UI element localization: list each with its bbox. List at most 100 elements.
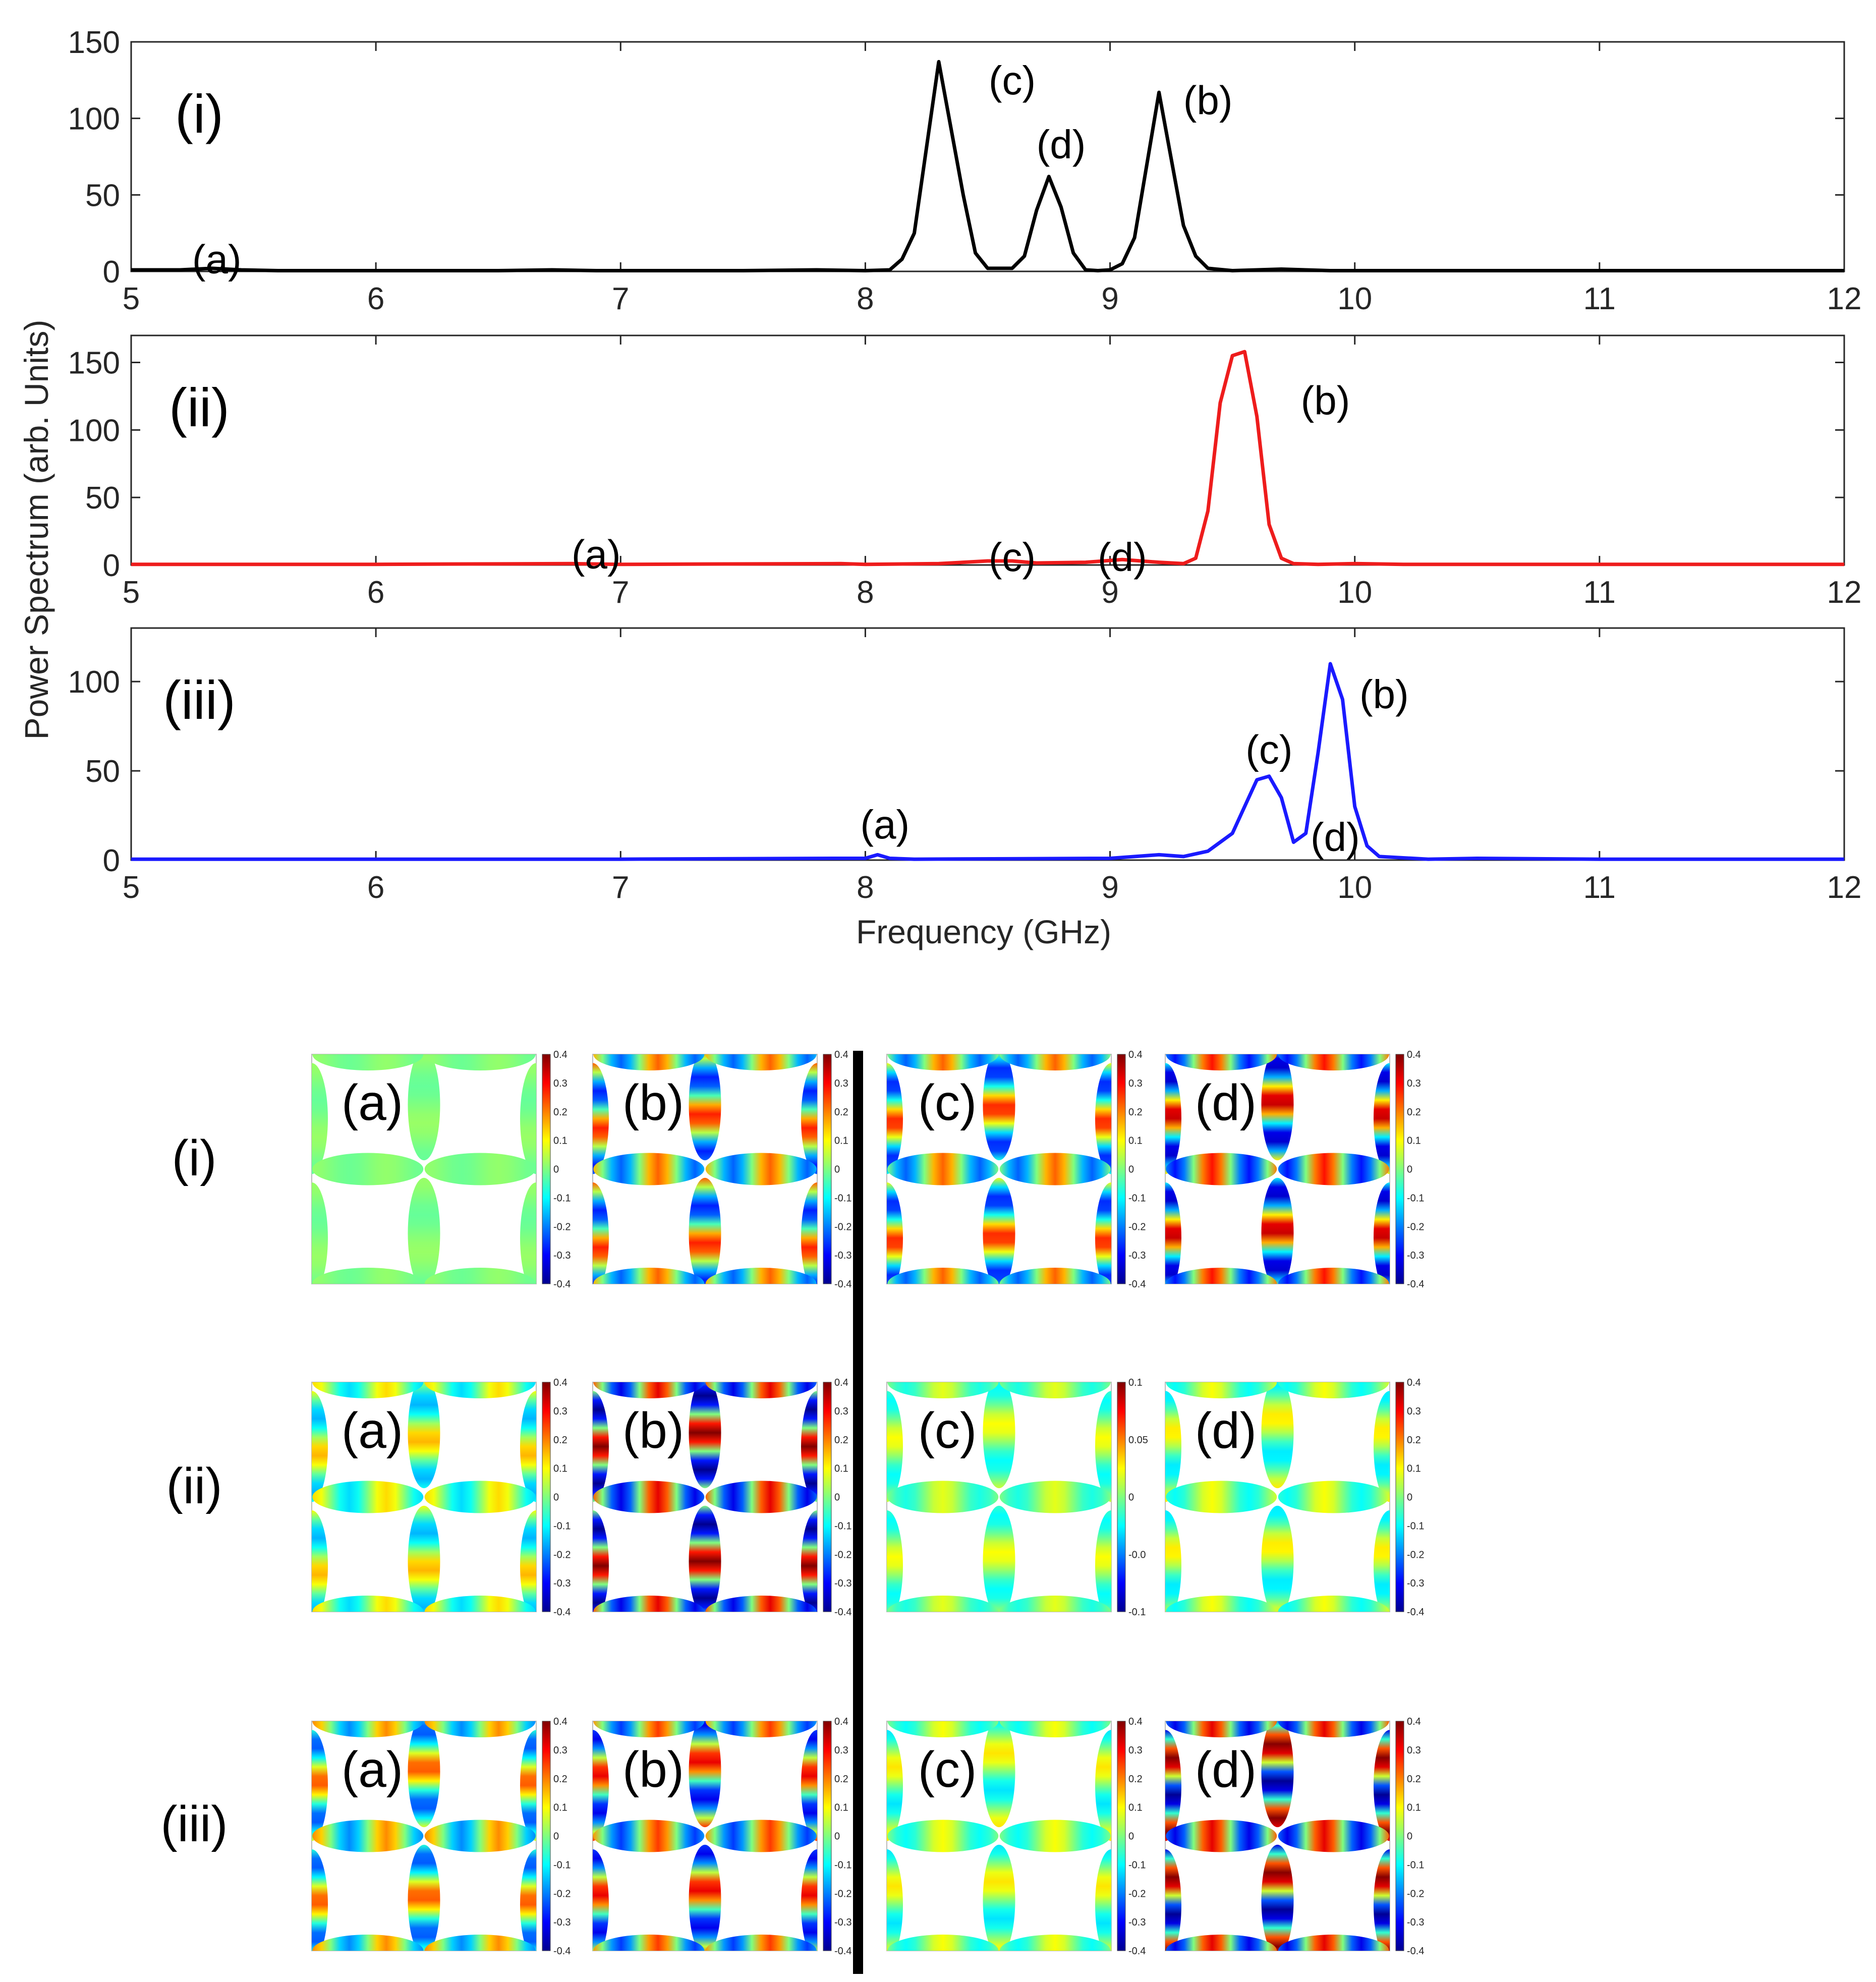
magnet-element (593, 1510, 609, 1612)
colorbar-tick-label: -0.4 (1128, 1279, 1146, 1290)
colorbar-tick-label: -0.4 (553, 1607, 571, 1618)
magnet-element (689, 1382, 721, 1489)
magnet-element (312, 1510, 328, 1612)
magnet-element (1095, 1391, 1111, 1502)
y-tick-label: 0 (103, 255, 120, 290)
colorbar-tick-label: -0.2 (1407, 1221, 1424, 1232)
magnet-element (593, 1721, 705, 1737)
plot-frame (130, 334, 1845, 566)
magnet-element (983, 1505, 1015, 1612)
magnet-element (999, 1481, 1111, 1513)
magnet-element (801, 1063, 817, 1174)
magnet-element (312, 1063, 328, 1174)
magnet-element (1095, 1182, 1111, 1284)
magnet-element (312, 1596, 424, 1612)
magnet-element (999, 1820, 1111, 1852)
colorbar-tick-label: -0.1 (1407, 1193, 1424, 1204)
map-label: (d) (1195, 1074, 1257, 1131)
magnet-element (312, 1268, 424, 1284)
magnet-element (1278, 1382, 1389, 1398)
magnet-element (424, 1935, 536, 1951)
colorbar-tick-label: -0.4 (553, 1946, 571, 1957)
colorbar-tick-label: 0.4 (1407, 1716, 1421, 1727)
colorbar-tick-label: 0.3 (834, 1406, 848, 1417)
peak-annotation: (d) (1098, 535, 1147, 580)
mode-profile-maps: (i) (a) 0.4 0.3 0.2 0.1 0 -0.1 -0.2 -0.3 -0.4 (b) 0.… (160, 1049, 1424, 1974)
magnet-element (408, 1177, 440, 1284)
magnet-element (887, 1382, 999, 1398)
x-tick-label: 5 (123, 281, 140, 316)
colorbar (1395, 1721, 1404, 1951)
magnet-element (1165, 1510, 1181, 1612)
magnet-element (887, 1391, 903, 1502)
magnet-element (1095, 1849, 1111, 1951)
magnet-element (520, 1182, 536, 1284)
magnet-element (887, 1596, 999, 1612)
colorbar (823, 1721, 832, 1951)
map-label: (a) (342, 1074, 403, 1131)
magnet-element (1166, 1481, 1277, 1513)
y-tick-label: 0 (103, 843, 120, 878)
magnet-element (999, 1382, 1111, 1398)
peak-annotation: (c) (1245, 727, 1292, 772)
colorbar-tick-label: 0 (553, 1831, 559, 1842)
colorbar-tick-label: -0.3 (1407, 1578, 1424, 1589)
spectrum-panel: 5 6 7 8 9 10 11 12 0 50 100 150 (i) (a) (c)(d) (b) (68, 25, 1862, 316)
magnet-element (1261, 1505, 1294, 1612)
map-label: (b) (622, 1074, 684, 1131)
y-tick-label: 50 (85, 754, 120, 789)
colorbar-tick-label: -0.3 (553, 1917, 571, 1928)
magnet-element (705, 1153, 817, 1185)
peak-annotation: (c) (989, 535, 1036, 580)
magnet-element (312, 1382, 424, 1398)
magnet-element (1261, 1844, 1294, 1951)
magnet-element (1261, 1177, 1294, 1284)
magnet-element (1278, 1054, 1389, 1070)
map-label: (a) (342, 1402, 403, 1459)
colorbar-tick-label: 0.2 (553, 1774, 567, 1785)
colorbar-tick-label: -0.2 (834, 1221, 851, 1232)
magnet-element (1166, 1153, 1277, 1185)
magnet-element (801, 1391, 817, 1502)
colorbar-tick-label: -0.4 (1407, 1279, 1424, 1290)
magnet-element (705, 1382, 817, 1398)
magnet-element (1278, 1153, 1389, 1185)
magnet-element (1166, 1820, 1277, 1852)
colorbar-tick-label: 0.2 (1407, 1435, 1421, 1446)
map-label: (c) (918, 1741, 977, 1798)
colorbar-tick-label: 0.2 (1128, 1107, 1143, 1118)
magnet-element (1166, 1382, 1277, 1398)
colorbar-tick-label: -0.3 (1407, 1250, 1424, 1261)
magnet-element (801, 1182, 817, 1284)
colorbar-tick-label: 0 (1128, 1492, 1134, 1503)
colorbar-tick-label: 0.1 (1407, 1463, 1421, 1475)
magnet-element (887, 1481, 999, 1513)
colorbar-tick-label: 0.3 (553, 1406, 567, 1417)
colorbar-tick-label: 0.4 (1128, 1049, 1143, 1060)
colorbar-tick-label: 0.2 (834, 1107, 848, 1118)
magnet-element (424, 1721, 536, 1737)
mode-map: (b) 0.4 0.3 0.2 0.1 0 -0.1 -0.2 -0.3 -0.4 (592, 1377, 851, 1618)
colorbar-tick-label: 0 (834, 1164, 840, 1175)
colorbar-tick-label: 0.1 (1128, 1377, 1143, 1388)
colorbar-tick-label: 0.1 (834, 1463, 848, 1475)
mode-map: (b) 0.4 0.3 0.2 0.1 0 -0.1 -0.2 -0.3 -0.4 (592, 1049, 851, 1290)
magnet-element (1165, 1849, 1181, 1951)
colorbar-tick-label: -0.1 (1128, 1193, 1146, 1204)
magnet-element (1165, 1063, 1181, 1174)
colorbar-tick-label: 0.4 (1407, 1377, 1421, 1388)
magnet-element (705, 1721, 817, 1737)
colorbar-tick-label: 0 (1407, 1164, 1412, 1175)
colorbar-tick-label: -0.2 (1407, 1549, 1424, 1560)
colorbar-tick-label: 0 (1407, 1492, 1412, 1503)
x-tick-label: 11 (1583, 281, 1616, 316)
y-tick-label: 100 (68, 665, 120, 700)
magnet-element (1278, 1268, 1389, 1284)
magnet-element (593, 1820, 705, 1852)
magnet-element (1261, 1382, 1294, 1489)
magnet-element (408, 1505, 440, 1612)
colorbar-tick-label: 0.1 (553, 1463, 567, 1475)
colorbar-tick-label: 0 (1128, 1831, 1134, 1842)
magnet-element (887, 1935, 999, 1951)
magnet-element (312, 1182, 328, 1284)
